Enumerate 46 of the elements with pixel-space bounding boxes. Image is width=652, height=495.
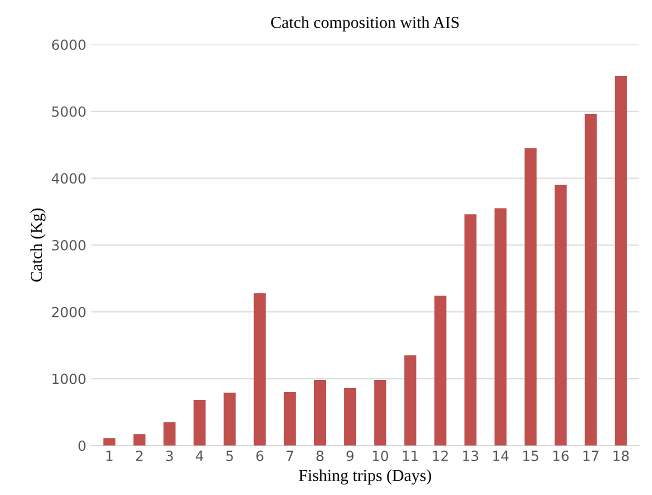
x-tick-label: 17 bbox=[584, 450, 598, 461]
x-tick-label: 9 bbox=[346, 450, 354, 462]
x-tick-label: 14 bbox=[493, 450, 509, 461]
bar bbox=[404, 355, 416, 446]
x-tick-label: 12 bbox=[433, 450, 448, 461]
bar bbox=[164, 422, 176, 446]
bar bbox=[103, 438, 116, 446]
bar bbox=[464, 214, 476, 446]
chart-title: Catch composition with AIS bbox=[271, 16, 459, 32]
x-tick-label: 6 bbox=[256, 450, 264, 462]
y-tick-label: 0 bbox=[78, 440, 86, 451]
x-tick-label: 16 bbox=[553, 450, 569, 462]
bar bbox=[524, 148, 537, 446]
x-tick-label: 10 bbox=[372, 450, 388, 462]
y-tick-label: 5000 bbox=[52, 106, 86, 117]
bar bbox=[494, 208, 507, 446]
y-axis-title: Catch (Kg) bbox=[30, 208, 46, 282]
bar bbox=[284, 392, 296, 446]
bar bbox=[374, 380, 386, 446]
bar bbox=[554, 184, 567, 446]
x-tick-label: 15 bbox=[523, 450, 538, 462]
y-tick-label: 6000 bbox=[52, 40, 86, 50]
y-tick-label: 1000 bbox=[52, 374, 86, 384]
bar bbox=[254, 293, 266, 446]
x-tick-label: 8 bbox=[316, 450, 324, 462]
y-tick-label: 4000 bbox=[52, 173, 86, 184]
bar bbox=[344, 388, 356, 446]
bar bbox=[194, 400, 206, 446]
bar bbox=[614, 76, 627, 446]
x-tick-label: 11 bbox=[402, 450, 418, 461]
x-tick-label: 2 bbox=[136, 450, 142, 461]
x-axis-title: Fishing trips (Days) bbox=[298, 469, 432, 485]
bar bbox=[434, 296, 446, 446]
x-tick-label: 7 bbox=[286, 450, 294, 461]
x-tick-label: 1 bbox=[106, 450, 112, 461]
bar bbox=[133, 434, 146, 446]
x-tick-label: 5 bbox=[226, 450, 233, 462]
x-tick-label: 3 bbox=[166, 450, 173, 462]
bar bbox=[314, 380, 326, 446]
bar bbox=[224, 392, 236, 446]
x-tick-label: 13 bbox=[463, 450, 478, 462]
bar bbox=[584, 114, 597, 446]
y-tick-label: 2000 bbox=[52, 306, 86, 318]
y-tick-label: 3000 bbox=[52, 240, 86, 250]
x-tick-label: 4 bbox=[196, 450, 204, 461]
x-tick-label: 18 bbox=[614, 450, 629, 462]
